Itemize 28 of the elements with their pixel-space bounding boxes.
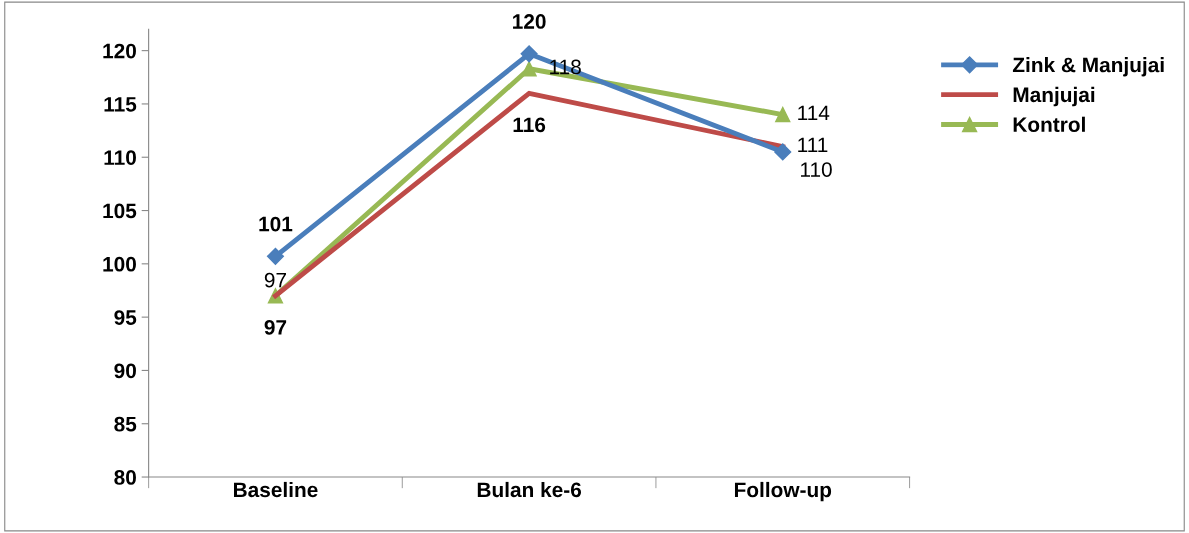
data-label: 114 — [798, 105, 830, 120]
x-tick-label: Bulan ke-6 — [477, 481, 582, 498]
y-tick-label: 105 — [103, 203, 137, 219]
data-label: 97 — [264, 272, 286, 288]
x-tick-label: Follow-up — [734, 481, 832, 502]
y-tick-label: 95 — [114, 310, 137, 325]
data-label: 111 — [798, 137, 828, 152]
y-tick-label: 85 — [114, 416, 137, 432]
point — [775, 106, 791, 123]
y-tick-label: 100 — [103, 256, 136, 272]
point — [774, 143, 792, 161]
legend-label: Kontrol — [1013, 116, 1085, 132]
point — [521, 61, 537, 77]
legend-label: Zink & Manjujai — [1012, 57, 1164, 77]
data-label: 110 — [801, 162, 832, 177]
data-label: 116 — [513, 117, 546, 133]
data-label: 120 — [513, 14, 546, 29]
y-tick-label: 80 — [114, 470, 136, 485]
point — [266, 247, 285, 265]
data-label: 101 — [259, 216, 293, 232]
legend-label: Manjujai — [1013, 86, 1095, 107]
y-tick-label: 90 — [114, 363, 136, 379]
x-tick-label: Baseline — [234, 481, 318, 498]
y-tick-label: 110 — [104, 150, 136, 165]
point — [520, 45, 538, 63]
data-label: 97 — [264, 319, 287, 335]
y-tick-label: 120 — [103, 43, 136, 59]
y-tick-label: 115 — [104, 97, 137, 112]
